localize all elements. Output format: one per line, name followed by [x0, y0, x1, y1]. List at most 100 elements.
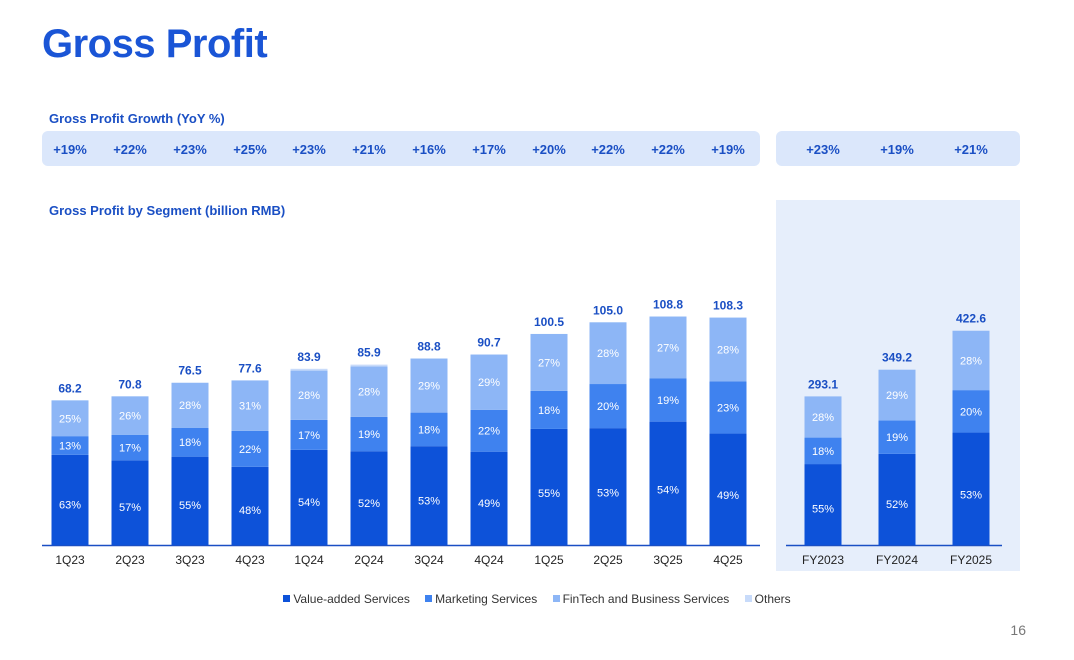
growth-value-quarter-0: +19% — [53, 142, 87, 157]
bar-segment-4Q23-s1 — [231, 430, 269, 467]
bar-label-1Q25-s0: 55% — [538, 488, 560, 500]
bar-segment-FY2023-s0 — [804, 464, 842, 545]
bar-segment-2Q24-others — [350, 364, 388, 367]
bar-total-FY2023: 293.1 — [808, 377, 838, 391]
bar-label-1Q24-s1: 17% — [298, 430, 320, 442]
growth-value-quarter-3: +25% — [233, 142, 267, 157]
bar-segment-3Q24-s2 — [410, 358, 448, 413]
bar-label-4Q24-s2: 29% — [478, 377, 500, 389]
legend-item-others: Others — [744, 592, 791, 606]
bar-label-3Q24-s1: 18% — [418, 424, 440, 436]
bar-label-2Q24-s0: 52% — [358, 498, 380, 510]
bar-label-2Q23-s1: 17% — [119, 443, 141, 455]
bar-segment-FY2025-s0 — [952, 432, 990, 545]
bar-segment-3Q23-s1 — [171, 427, 209, 457]
bar-segment-2Q24-s2 — [350, 366, 388, 417]
bar-segment-FY2025-s1 — [952, 390, 990, 433]
growth-value-quarter-5: +21% — [352, 142, 386, 157]
growth-section-label: Gross Profit Growth (YoY %) — [49, 111, 225, 126]
bar-segment-FY2024-s1 — [878, 420, 916, 454]
bar-label-4Q25-s0: 49% — [717, 490, 739, 502]
x-tick-2Q23: 2Q23 — [115, 553, 145, 567]
bar-label-4Q23-s1: 22% — [239, 444, 261, 456]
bar-segment-1Q25-s0 — [530, 428, 568, 545]
bar-total-3Q24: 88.8 — [417, 340, 441, 354]
bar-segment-1Q23-s1 — [51, 436, 89, 455]
bar-segment-4Q25-s1 — [709, 381, 747, 434]
x-tick-FY2025: FY2025 — [950, 553, 992, 567]
chart-legend: Value-added Services Marketing Services … — [0, 592, 1074, 606]
bar-total-4Q23: 77.6 — [238, 361, 262, 375]
bar-label-2Q25-s2: 28% — [597, 348, 619, 360]
bar-segment-4Q24-s1 — [470, 409, 508, 452]
bar-label-3Q25-s0: 54% — [657, 484, 679, 496]
bar-segment-FY2023-s2 — [804, 396, 842, 438]
bar-segment-4Q25-s0 — [709, 433, 747, 545]
bar-label-4Q24-s1: 22% — [478, 426, 500, 438]
bar-total-3Q23: 76.5 — [178, 364, 202, 378]
bar-segment-1Q24-s2 — [290, 370, 328, 420]
growth-value-quarter-2: +23% — [173, 142, 207, 157]
page-number: 16 — [1010, 622, 1026, 638]
legend-swatch-fintech — [552, 595, 560, 603]
bar-segment-3Q23-s2 — [171, 382, 209, 428]
bar-total-4Q25: 108.3 — [713, 299, 743, 313]
growth-value-annual-2: +21% — [954, 142, 988, 157]
bar-label-3Q23-s1: 18% — [179, 437, 201, 449]
bar-segment-FY2024-s0 — [878, 453, 916, 545]
bar-total-4Q24: 90.7 — [477, 336, 501, 350]
bar-label-1Q23-s2: 25% — [59, 413, 81, 425]
bar-segment-1Q24-others — [290, 368, 328, 371]
x-tick-2Q25: 2Q25 — [593, 553, 623, 567]
bar-segment-2Q23-s0 — [111, 460, 149, 545]
chart-title: Gross Profit by Segment (billion RMB) — [49, 203, 286, 218]
bar-segment-3Q24-s1 — [410, 412, 448, 447]
x-tick-3Q25: 3Q25 — [653, 553, 683, 567]
bar-label-2Q25-s1: 20% — [597, 401, 619, 413]
bar-label-1Q25-s1: 18% — [538, 405, 560, 417]
bar-segment-3Q25-s1 — [649, 378, 687, 422]
growth-value-quarter-4: +23% — [292, 142, 326, 157]
bar-label-3Q23-s0: 55% — [179, 500, 201, 512]
growth-value-quarter-1: +22% — [113, 142, 147, 157]
legend-item-vas: Value-added Services — [283, 592, 410, 606]
x-tick-FY2023: FY2023 — [802, 553, 844, 567]
growth-value-annual-0: +23% — [806, 142, 840, 157]
bar-label-FY2023-s2: 28% — [812, 412, 834, 424]
bar-label-3Q24-s0: 53% — [418, 496, 440, 508]
bar-total-2Q23: 70.8 — [118, 377, 142, 391]
bar-segment-4Q25-s2 — [709, 317, 747, 382]
bar-segment-1Q24-s1 — [290, 419, 328, 450]
bar-segment-1Q23-s2 — [51, 400, 89, 437]
bar-label-4Q25-s1: 23% — [717, 402, 739, 414]
bar-segment-4Q23-s2 — [231, 380, 269, 431]
bar-total-1Q25: 100.5 — [534, 315, 564, 329]
bar-total-3Q25: 108.8 — [653, 298, 683, 312]
bar-label-1Q23-s1: 13% — [59, 440, 81, 452]
growth-value-quarter-9: +22% — [591, 142, 625, 157]
bar-label-FY2025-s1: 20% — [960, 406, 982, 418]
bar-label-2Q24-s2: 28% — [358, 387, 380, 399]
x-tick-3Q24: 3Q24 — [414, 553, 444, 567]
bar-label-FY2024-s1: 19% — [886, 432, 908, 444]
x-tick-1Q23: 1Q23 — [55, 553, 85, 567]
bar-label-FY2023-s0: 55% — [812, 504, 834, 516]
bar-total-FY2025: 422.6 — [956, 312, 986, 326]
growth-value-quarter-10: +22% — [651, 142, 685, 157]
bar-segment-2Q23-s2 — [111, 396, 149, 435]
growth-value-quarter-11: +19% — [711, 142, 745, 157]
bar-label-FY2024-s0: 52% — [886, 499, 908, 511]
bar-segment-2Q25-s2 — [589, 322, 627, 385]
bar-label-3Q25-s2: 27% — [657, 342, 679, 354]
bar-label-2Q24-s1: 19% — [358, 429, 380, 441]
annual-growth-band — [776, 131, 1020, 166]
bar-segment-3Q25-s0 — [649, 421, 687, 545]
bar-segment-3Q24-s0 — [410, 446, 448, 545]
legend-item-fintech: FinTech and Business Services — [552, 592, 729, 606]
bar-segment-1Q25-s1 — [530, 390, 568, 429]
bar-label-4Q23-s0: 48% — [239, 505, 261, 517]
bar-segment-FY2023-s1 — [804, 437, 842, 465]
bar-segment-4Q23-s0 — [231, 466, 269, 545]
bar-label-3Q23-s2: 28% — [179, 400, 201, 412]
